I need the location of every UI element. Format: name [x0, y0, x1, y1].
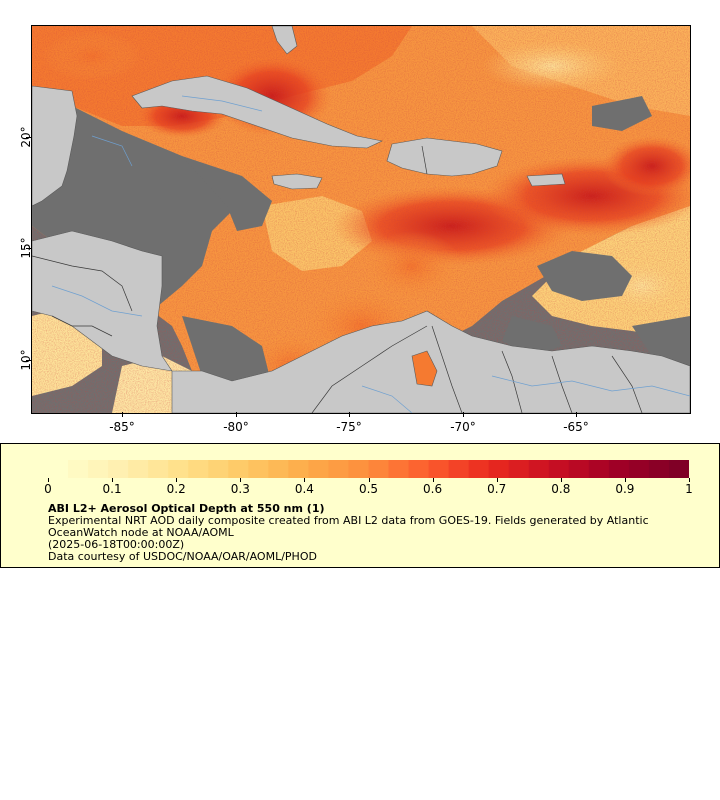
- colorbar-segment: [408, 460, 430, 478]
- colorbar-segment: [328, 460, 349, 478]
- colorbar-segment: [548, 460, 570, 478]
- colorbar-segment: [468, 460, 490, 478]
- colorbar-segment: [588, 460, 610, 478]
- colorbar-segment: [148, 460, 169, 478]
- colorbar-segment: [368, 460, 390, 478]
- colorbar-segment: [88, 460, 109, 478]
- cuba: [131, 75, 383, 149]
- colorbar-tick: [112, 478, 114, 482]
- colorbar-segment: [668, 460, 689, 478]
- colorbar-segment: [488, 460, 510, 478]
- colorbar-segment: [428, 460, 450, 478]
- lon-tick-mark: [349, 412, 350, 417]
- colorbar-segment: [608, 460, 630, 478]
- hispaniola: [386, 137, 503, 177]
- colorbar-tick: [176, 478, 178, 482]
- colorbar-segment: [508, 460, 530, 478]
- lon-tick-mark: [576, 412, 577, 417]
- colorbar-segment: [48, 460, 69, 478]
- colorbar-tick: [432, 478, 434, 482]
- colorbar-segment: [648, 460, 670, 478]
- colorbar-tick: [496, 478, 498, 482]
- legend-panel: 0 0.1 0.2 0.3 0.4 0.5 0.6 0.7 0.8 0.9 1 ABI L2+ Ae…: [0, 443, 720, 568]
- lon-tick-mark: [236, 412, 237, 417]
- lon-tick-label: -85°: [109, 420, 135, 434]
- colorbar-segment: [228, 460, 249, 478]
- colorbar: [48, 460, 689, 478]
- colorbar-tick-label: 0.3: [230, 482, 250, 496]
- colorbar-segment: [268, 460, 289, 478]
- lon-tick-label: -80°: [223, 420, 249, 434]
- lat-tick-mark: [26, 137, 31, 138]
- colorbar-segment: [628, 460, 650, 478]
- puerto-rico: [526, 173, 566, 187]
- legend-credit: Data courtesy of USDOC/NOAA/OAR/AOML/PHO…: [48, 550, 317, 563]
- colorbar-tick-label: 0.9: [615, 482, 635, 496]
- colorbar-tick-label: 0: [44, 482, 52, 496]
- legend-date: (2025-06-18T00:00:00Z): [48, 538, 185, 551]
- colorbar-segment: [248, 460, 269, 478]
- land: [32, 26, 690, 413]
- lat-tick-mark: [26, 360, 31, 361]
- yucatan: [32, 85, 78, 207]
- colorbar-tick-label: 0.4: [294, 482, 314, 496]
- rivers: [51, 95, 690, 413]
- colorbar-segment: [68, 460, 89, 478]
- colorbar-segment: [448, 460, 470, 478]
- colorbar-tick: [48, 478, 49, 482]
- lat-tick-label: 15°: [19, 237, 33, 259]
- colorbar-tick: [624, 478, 626, 482]
- colorbar-segment: [528, 460, 550, 478]
- lat-tick-label: 10°: [19, 349, 33, 371]
- jamaica: [271, 173, 323, 190]
- colorbar-segment: [108, 460, 129, 478]
- colorbar-segment: [208, 460, 229, 478]
- colorbar-segment: [188, 460, 209, 478]
- colorbar-segment: [568, 460, 590, 478]
- legend-description: Experimental NRT AOD daily composite cre…: [48, 514, 649, 539]
- aod-map: [32, 26, 690, 413]
- colorbar-tick: [689, 478, 690, 482]
- colorbar-tick-label: 0.6: [423, 482, 443, 496]
- colorbar-tick-label: 0.8: [551, 482, 571, 496]
- colorbar-segment: [348, 460, 369, 478]
- colorbar-segment: [168, 460, 189, 478]
- colorbar-tick-label: 0.7: [487, 482, 507, 496]
- colorbar-tick-label: 0.2: [166, 482, 186, 496]
- colorbar-segment: [388, 460, 410, 478]
- colorbar-tick: [240, 478, 242, 482]
- map-panel: [31, 25, 691, 414]
- lat-tick-mark: [26, 248, 31, 249]
- colorbar-tick-label: 0.1: [102, 482, 122, 496]
- colorbar-tick-label: 0.5: [358, 482, 379, 496]
- colorbar-segment: [288, 460, 309, 478]
- lon-tick-mark: [463, 412, 464, 417]
- legend-title: ABI L2+ Aerosol Optical Depth at 550 nm …: [48, 502, 325, 515]
- lat-tick-label: 20°: [19, 126, 33, 148]
- borders: [32, 145, 643, 413]
- colorbar-tick: [560, 478, 562, 482]
- colorbar-tick: [304, 478, 306, 482]
- colorbar-tick-label: 1: [685, 482, 693, 496]
- lon-tick-label: -75°: [336, 420, 362, 434]
- colorbar-segment: [128, 460, 149, 478]
- lon-tick-mark: [122, 412, 123, 417]
- lon-tick-label: -70°: [450, 420, 476, 434]
- colorbar-tick: [368, 478, 370, 482]
- lon-tick-label: -65°: [563, 420, 589, 434]
- colorbar-segment: [308, 460, 329, 478]
